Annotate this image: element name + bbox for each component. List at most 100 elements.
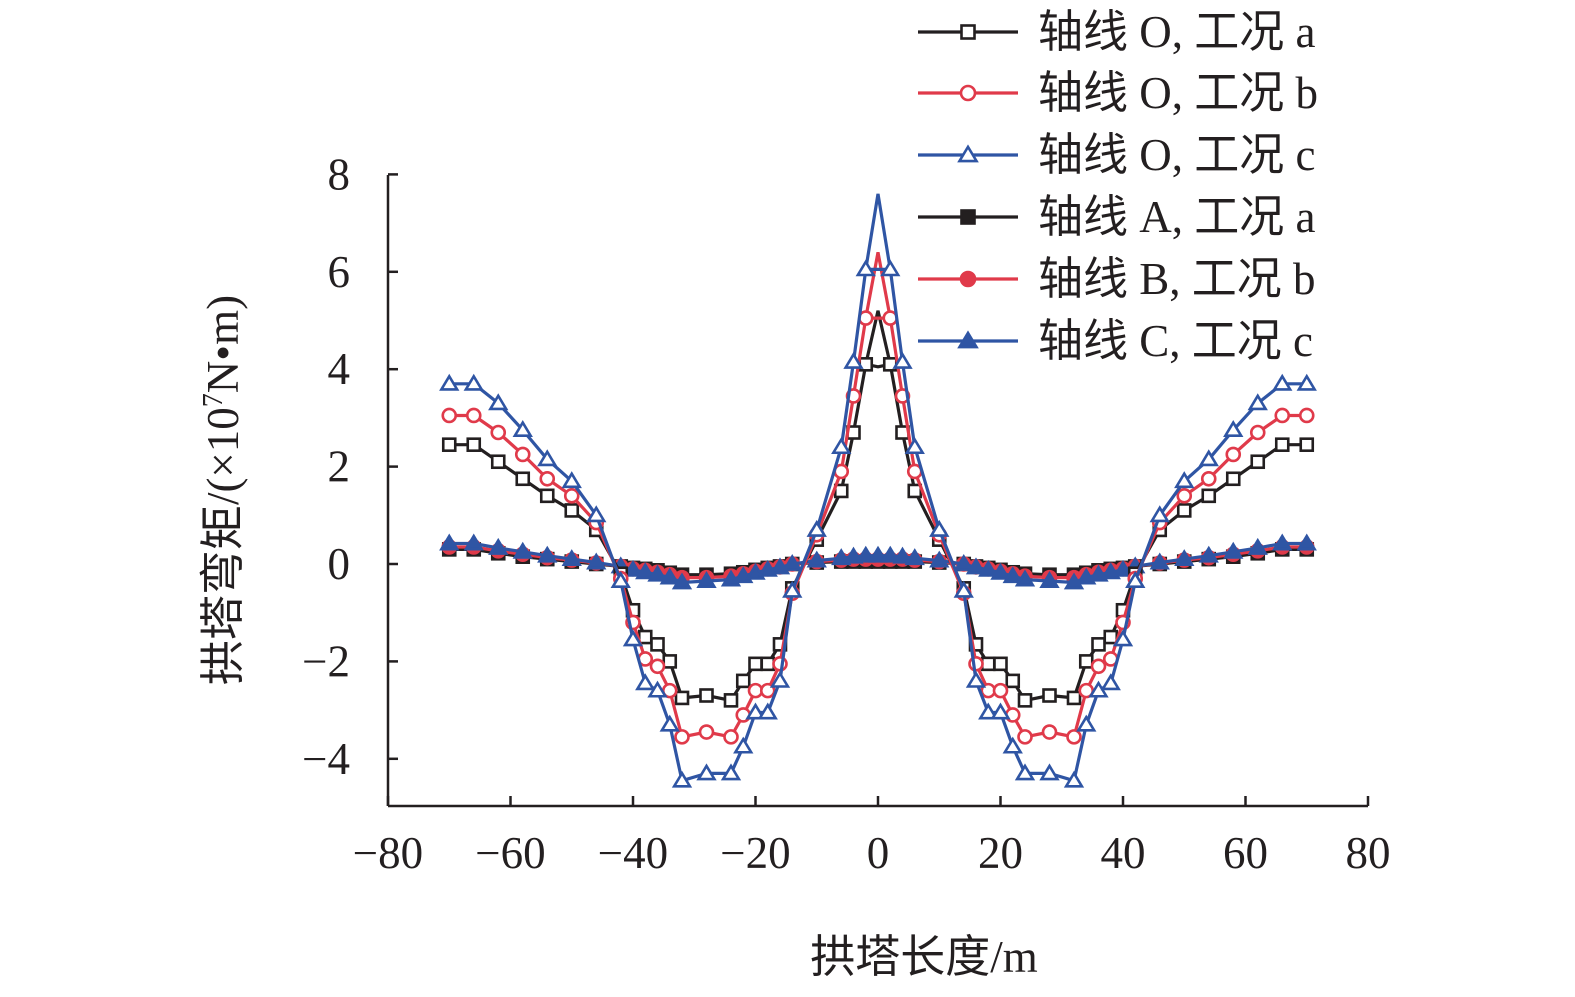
data-point <box>635 673 656 691</box>
data-point <box>1223 541 1244 559</box>
legend-marker <box>959 270 977 288</box>
series-peak <box>864 252 892 319</box>
data-point <box>892 546 913 564</box>
data-point <box>537 545 558 563</box>
series-5 <box>439 533 1317 590</box>
data-point <box>992 682 1009 699</box>
data-point <box>1225 446 1242 463</box>
data-point <box>855 545 876 563</box>
data-point <box>1249 424 1266 441</box>
data-point <box>978 702 999 720</box>
data-point <box>650 637 665 652</box>
data-point <box>929 519 950 537</box>
data-point <box>1299 437 1315 452</box>
data-point <box>1176 503 1192 518</box>
x-axis-label: 拱塔长度/m <box>810 932 1038 982</box>
data-point <box>965 670 987 688</box>
data-point <box>561 471 582 489</box>
data-point <box>1272 373 1293 391</box>
y-tick-label: −2 <box>302 636 350 686</box>
data-point <box>843 351 864 369</box>
series-0 <box>441 310 1315 708</box>
data-point <box>1125 571 1146 588</box>
data-point <box>586 505 607 523</box>
x-tick-label: −80 <box>353 828 423 878</box>
data-point <box>1005 673 1021 689</box>
data-point <box>745 702 766 720</box>
x-tick-label: −60 <box>475 828 545 878</box>
data-point <box>980 656 996 672</box>
data-point <box>622 559 644 577</box>
data-point <box>465 407 482 424</box>
data-point <box>671 770 693 788</box>
data-point <box>561 549 582 567</box>
data-point <box>1149 552 1170 570</box>
data-point <box>512 420 533 438</box>
data-point <box>441 437 457 452</box>
legend-label: 轴线 O, 工况 b <box>1038 68 1318 118</box>
data-point <box>463 533 484 551</box>
data-point <box>735 673 751 689</box>
legend-marker <box>957 144 979 163</box>
data-point <box>662 654 678 669</box>
y-axis-label-superscript: 7 <box>198 393 229 407</box>
data-point <box>1174 549 1195 567</box>
data-point <box>1090 658 1107 675</box>
data-point <box>1002 566 1023 584</box>
legend-label: 轴线 O, 工况 a <box>1038 7 1315 57</box>
data-point <box>733 736 754 754</box>
data-point <box>904 548 925 566</box>
data-point <box>1039 763 1060 781</box>
data-point <box>1200 470 1217 487</box>
series-line <box>449 316 1307 739</box>
data-point <box>782 553 803 571</box>
x-tick-label: −20 <box>720 828 790 878</box>
data-point <box>463 373 484 391</box>
data-point <box>965 557 987 575</box>
data-point <box>843 546 864 564</box>
data-point <box>674 729 690 745</box>
legend-item-4: 轴线 B, 工况 b <box>918 254 1316 304</box>
data-point <box>488 393 509 411</box>
legend-label: 轴线 A, 工况 a <box>1038 192 1315 242</box>
data-point <box>1002 736 1023 754</box>
data-point <box>1296 373 1317 391</box>
data-point <box>649 658 666 675</box>
legend-item-3: 轴线 A, 工况 a <box>918 192 1315 242</box>
legend-marker <box>957 330 979 349</box>
legend: 轴线 O, 工况 a 轴线 O, 工况 b 轴线 O, 工况 c 轴线 A, 工况 a… <box>918 7 1318 366</box>
y-tick-label: 0 <box>328 539 351 589</box>
data-point <box>1250 454 1266 470</box>
data-point <box>699 688 714 703</box>
x-tick-label: 0 <box>867 828 890 878</box>
y-axis-label-main: 拱塔弯矩/(×10 <box>198 407 248 685</box>
legend-marker <box>959 84 977 102</box>
data-point <box>723 729 739 745</box>
data-point <box>993 656 1008 672</box>
legend-item-0: 轴线 O, 工况 a <box>918 7 1315 57</box>
data-point <box>1014 569 1036 587</box>
data-point <box>514 446 531 463</box>
legend-item-1: 轴线 O, 工况 b <box>918 68 1318 118</box>
data-point <box>1066 729 1082 745</box>
data-point <box>1247 537 1268 555</box>
data-point <box>723 693 739 708</box>
data-point <box>1176 488 1193 504</box>
data-point <box>929 550 950 568</box>
data-point <box>1100 673 1121 691</box>
data-point <box>622 629 644 647</box>
data-point <box>720 763 742 781</box>
data-point <box>1041 724 1058 740</box>
data-point <box>855 259 876 277</box>
data-point <box>635 562 656 580</box>
data-point <box>1042 688 1057 703</box>
data-point <box>1198 449 1219 467</box>
y-axis-label: 拱塔弯矩/(×107N•m) <box>198 295 248 685</box>
data-point <box>990 702 1011 720</box>
data-point <box>1017 693 1033 708</box>
data-point <box>1298 407 1315 424</box>
data-point <box>1091 637 1106 652</box>
data-point <box>610 571 631 588</box>
y-tick-label: 2 <box>328 442 351 492</box>
